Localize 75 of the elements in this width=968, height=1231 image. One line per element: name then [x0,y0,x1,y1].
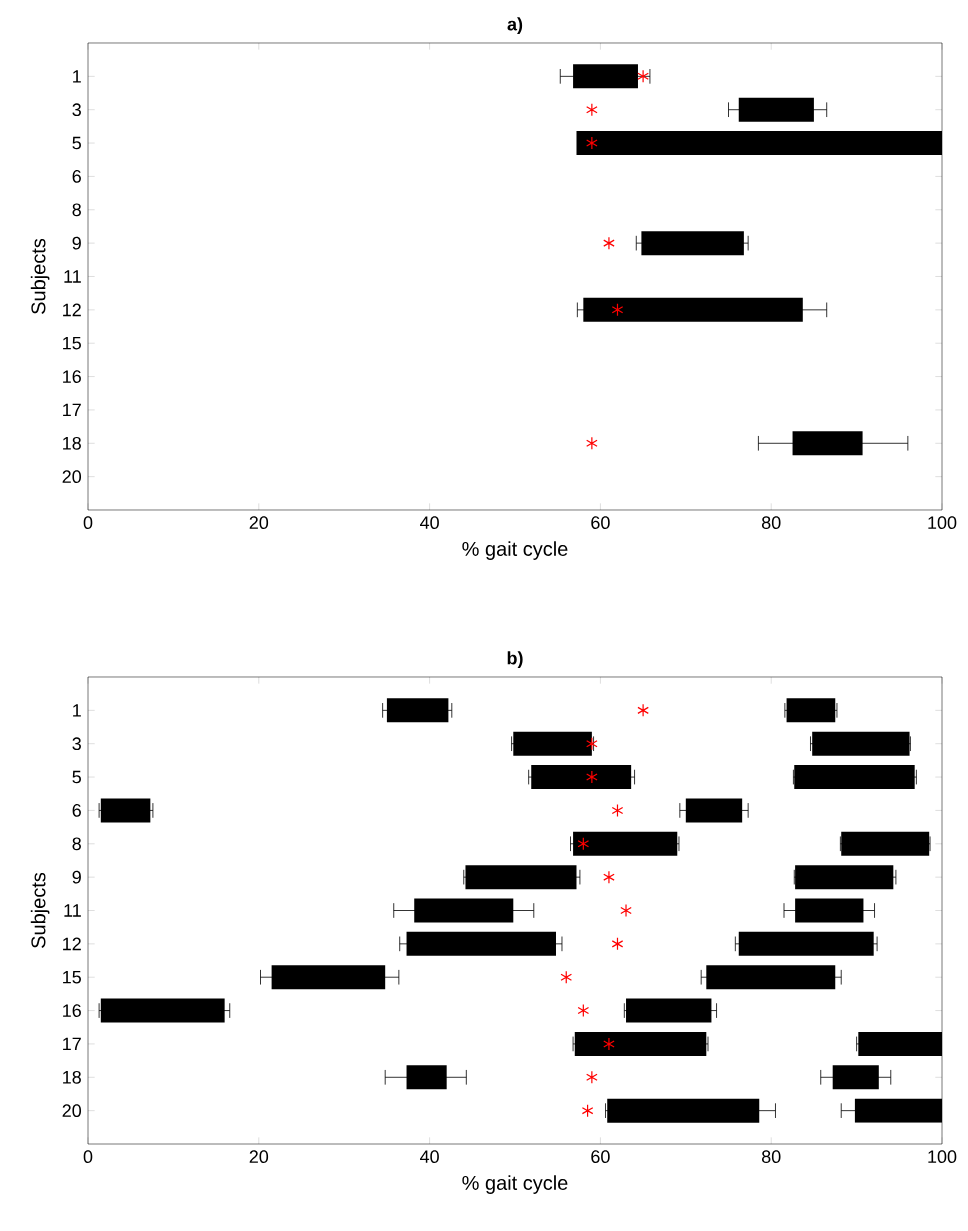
y-tick-label: 11 [64,270,81,283]
x-tick-label: 20 [249,516,269,529]
point [586,770,598,784]
point [577,1003,590,1018]
y-tick-label: 18 [63,1070,81,1084]
bar [465,865,577,890]
y-tick-label: 17 [63,403,81,417]
y-tick-label: 17 [63,1037,81,1051]
x-tick-label: 40 [420,1150,439,1164]
bar [794,765,915,790]
bar [841,831,930,856]
point [603,236,615,250]
y-tick-label: 18 [63,436,81,450]
point [586,136,598,150]
bar [795,865,894,890]
point [603,870,615,884]
point [611,937,624,951]
y-tick-label: 5 [72,770,81,784]
y-tick-label: 15 [63,336,81,350]
y-tick-label: 8 [72,837,81,851]
point [637,69,649,83]
x-tick-label: 0 [83,1150,93,1164]
x-tick-label: 0 [83,516,93,529]
chart-title: b) [507,651,523,669]
x-tick-label: 60 [591,1150,610,1164]
y-tick-label: 12 [63,303,81,317]
x-axis-title: % gait cycle [462,1175,568,1194]
y-tick-label: 20 [62,1104,82,1118]
x-tick-label: 80 [761,1150,781,1164]
x-tick-label: 20 [249,1150,269,1164]
y-axis-title: Subjects [30,872,50,948]
y-tick-label: 6 [72,170,81,183]
bar [100,998,225,1023]
y-tick-label: 16 [63,370,81,383]
y-tick-label: 8 [72,203,81,217]
y-tick-label: 3 [72,103,81,117]
point [620,903,632,918]
y-tick-label: 5 [72,136,81,150]
y-axis-title: Subjects [30,238,50,314]
y-tick-label: 9 [72,236,81,250]
point [603,1037,615,1051]
y-tick-label: 3 [72,737,81,751]
x-tick-label: 60 [591,516,610,529]
x-tick-label: 100 [928,1150,957,1164]
y-tick-label: 12 [63,937,81,951]
point [586,737,598,751]
point [611,803,624,818]
point [560,970,573,984]
y-tick-label: 15 [63,970,81,984]
y-tick-label: 9 [72,870,81,884]
y-tick-label: 11 [64,904,81,917]
point [586,1070,598,1084]
point [637,703,649,717]
bar [626,998,712,1023]
bar [738,931,874,956]
y-tick-label: 16 [63,1004,81,1017]
bar [641,231,744,256]
y-tick-label: 6 [72,804,81,817]
x-tick-label: 80 [761,516,781,529]
y-tick-label: 1 [73,70,81,83]
x-tick-label: 40 [420,516,439,529]
y-tick-label: 1 [73,704,81,717]
point [611,303,624,317]
bar [574,1031,707,1056]
bar [573,831,678,856]
point [577,837,590,851]
x-axis-title: % gait cycle [462,541,568,560]
bar [531,765,632,790]
bar [100,798,151,823]
point [586,436,598,450]
y-tick-label: 20 [62,470,82,483]
chart-title: a) [507,17,523,35]
point [581,1104,594,1118]
point [586,103,598,117]
x-tick-label: 100 [928,516,957,529]
